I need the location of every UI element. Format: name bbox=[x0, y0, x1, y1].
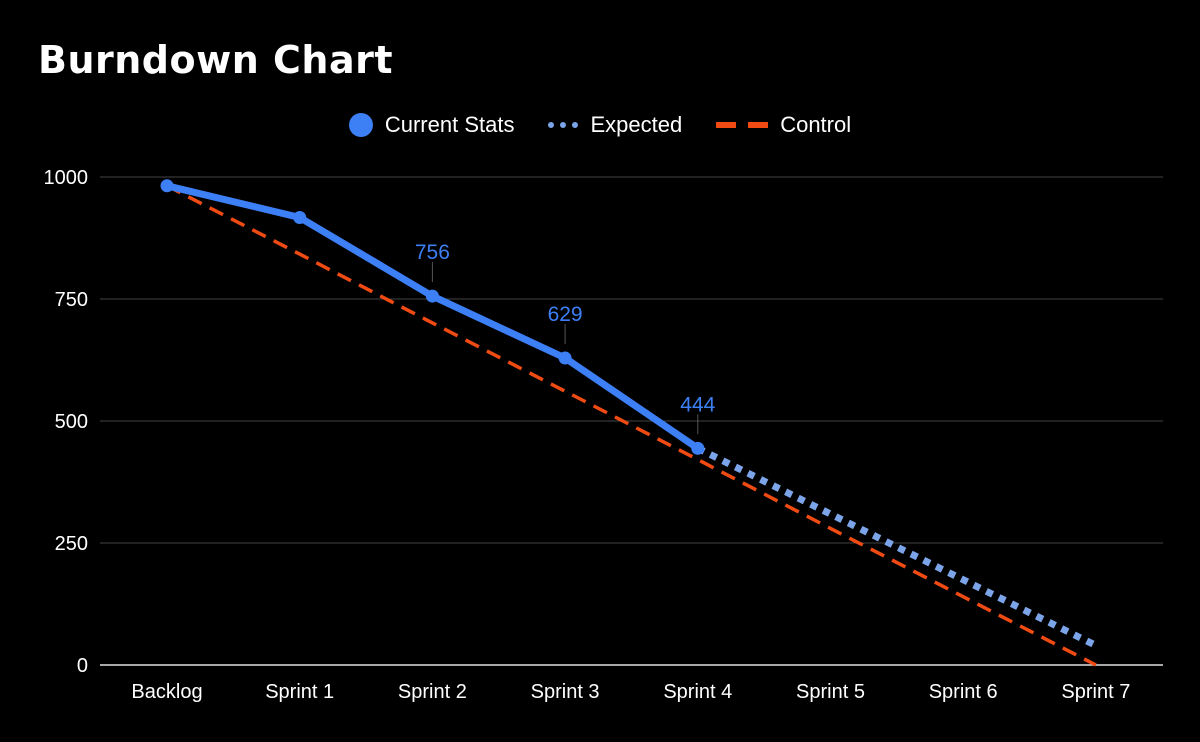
x-tick-label: Sprint 3 bbox=[531, 681, 600, 703]
data-point-current-stats bbox=[691, 441, 705, 455]
legend-item-current-stats[interactable]: Current Stats bbox=[348, 112, 515, 138]
legend: Current Stats Expected Control bbox=[0, 110, 1200, 140]
x-tick-label: Sprint 6 bbox=[929, 681, 998, 703]
data-point-current-stats bbox=[558, 351, 572, 365]
x-tick-label: Sprint 1 bbox=[265, 681, 334, 703]
data-point-current-stats bbox=[293, 211, 307, 225]
series-line-current-stats bbox=[163, 182, 702, 452]
legend-swatch-expected bbox=[548, 122, 579, 128]
series-line-expected bbox=[696, 445, 1098, 649]
x-tick-label: Backlog bbox=[131, 681, 202, 703]
y-tick-label: 250 bbox=[55, 533, 88, 555]
data-label: 629 bbox=[548, 303, 583, 326]
legend-label-control: Control bbox=[780, 112, 852, 137]
series-line-control bbox=[166, 184, 1097, 667]
data-point-current-stats bbox=[425, 289, 439, 303]
y-tick-label: 750 bbox=[55, 289, 88, 311]
x-tick-label: Sprint 7 bbox=[1061, 681, 1130, 703]
x-tick-label: Sprint 4 bbox=[663, 681, 732, 703]
legend-label-current-stats: Current Stats bbox=[384, 112, 515, 137]
legend-item-expected[interactable]: Expected bbox=[548, 112, 682, 138]
x-tick-label: Sprint 2 bbox=[398, 681, 467, 703]
chart-title: Burndown Chart bbox=[38, 38, 393, 82]
y-tick-label: 500 bbox=[55, 411, 88, 433]
legend-swatch-control bbox=[716, 122, 769, 128]
legend-swatch-current-stats bbox=[348, 113, 373, 137]
legend-item-control[interactable]: Control bbox=[716, 112, 851, 138]
y-tick-label: 1000 bbox=[44, 167, 89, 189]
legend-label-expected: Expected bbox=[590, 112, 683, 137]
data-point-current-stats bbox=[160, 179, 174, 193]
data-label: 756 bbox=[415, 241, 450, 264]
y-tick-label: 0 bbox=[77, 655, 88, 677]
x-tick-label: Sprint 5 bbox=[796, 681, 865, 703]
data-label: 444 bbox=[680, 393, 715, 416]
